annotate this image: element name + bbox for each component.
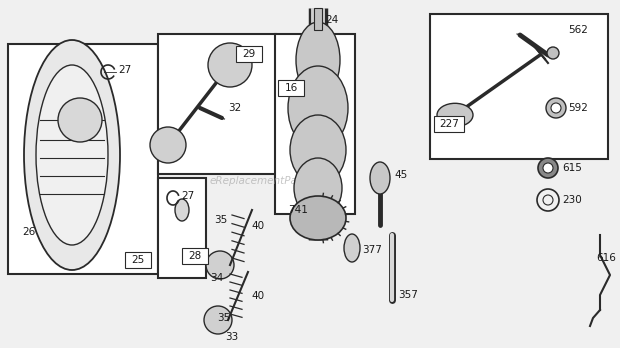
Bar <box>430 14 608 159</box>
Text: 16: 16 <box>285 83 298 93</box>
Bar <box>434 116 464 132</box>
Bar <box>275 34 355 214</box>
Ellipse shape <box>290 115 346 185</box>
Bar <box>278 80 304 96</box>
Circle shape <box>206 251 234 279</box>
Bar <box>158 34 276 174</box>
Text: 35: 35 <box>214 215 228 225</box>
Text: 227: 227 <box>439 119 459 129</box>
Ellipse shape <box>296 22 340 98</box>
Ellipse shape <box>344 234 360 262</box>
Text: 24: 24 <box>325 15 339 25</box>
Text: 40: 40 <box>251 291 264 301</box>
Text: 40: 40 <box>251 221 264 231</box>
Text: 615: 615 <box>562 163 582 173</box>
Ellipse shape <box>36 65 108 245</box>
Circle shape <box>546 98 566 118</box>
Text: 27: 27 <box>118 65 131 75</box>
Text: 27: 27 <box>181 191 194 201</box>
Text: 26: 26 <box>22 227 35 237</box>
Text: 35: 35 <box>217 313 230 323</box>
Circle shape <box>547 47 559 59</box>
Ellipse shape <box>288 66 348 150</box>
Bar <box>182 248 208 264</box>
Text: 357: 357 <box>398 290 418 300</box>
Bar <box>158 178 206 278</box>
Text: 25: 25 <box>131 255 144 265</box>
Text: 741: 741 <box>288 205 308 215</box>
Text: eReplacementParts.com: eReplacementParts.com <box>209 176 337 186</box>
Ellipse shape <box>290 196 346 240</box>
Text: 592: 592 <box>568 103 588 113</box>
Text: 34: 34 <box>210 273 223 283</box>
Ellipse shape <box>370 162 390 194</box>
Text: 377: 377 <box>362 245 382 255</box>
Circle shape <box>58 98 102 142</box>
Circle shape <box>551 103 561 113</box>
Circle shape <box>208 43 252 87</box>
Text: 28: 28 <box>188 251 202 261</box>
Text: 32: 32 <box>228 103 241 113</box>
Ellipse shape <box>437 103 473 127</box>
Bar <box>314 8 322 30</box>
Circle shape <box>543 163 553 173</box>
Bar <box>236 46 262 62</box>
Ellipse shape <box>175 199 189 221</box>
Text: 29: 29 <box>242 49 255 59</box>
Ellipse shape <box>294 158 342 218</box>
Text: 562: 562 <box>568 25 588 35</box>
Circle shape <box>538 158 558 178</box>
Text: 45: 45 <box>394 170 407 180</box>
Ellipse shape <box>24 40 120 270</box>
Text: 33: 33 <box>225 332 238 342</box>
Circle shape <box>150 127 186 163</box>
Text: 230: 230 <box>562 195 582 205</box>
Bar <box>125 252 151 268</box>
Bar <box>8 44 158 274</box>
Circle shape <box>204 306 232 334</box>
Text: 616: 616 <box>596 253 616 263</box>
